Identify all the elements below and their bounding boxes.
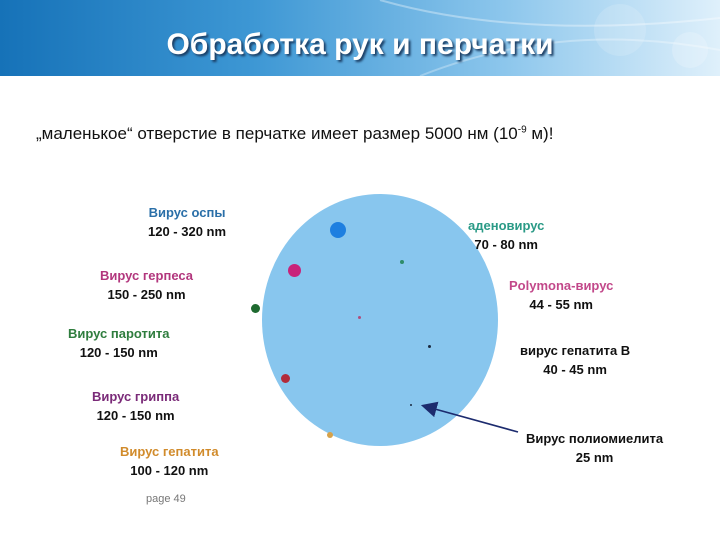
virus-size: 44 - 55 nm — [529, 297, 593, 312]
virus-name: Вирус гепатита — [120, 444, 219, 459]
virus-name: аденовирус — [468, 218, 545, 233]
virus-size: 70 - 80 nm — [474, 237, 538, 252]
virus-size: 120 - 150 nm — [96, 408, 175, 423]
hepatitis-dot — [327, 432, 333, 438]
virus-name: Вирус оспы — [148, 205, 226, 220]
glove-hole-circle — [262, 194, 498, 446]
subtitle: „маленькое“ отверстие в перчатке имеет р… — [36, 124, 553, 144]
herpes-dot — [288, 264, 301, 277]
mumps-dot — [251, 304, 260, 313]
virus-name: Вирус гриппа — [92, 389, 180, 404]
smallpox-dot — [330, 222, 346, 238]
virus-size: 120 - 150 nm — [79, 345, 158, 360]
page-number: page 49 — [146, 493, 186, 505]
label-flu: Вирус гриппа 120 - 150 nm — [92, 389, 179, 423]
flu-dot — [281, 374, 290, 383]
virus-name: Вирус паротита — [68, 326, 170, 341]
virus-size: 120 - 320 nm — [148, 224, 227, 239]
label-mumps: Вирус паротита 120 - 150 nm — [68, 326, 170, 360]
subtitle-exponent: -9 — [517, 124, 527, 136]
slide-header: Обработка рук и перчатки — [0, 0, 720, 76]
label-polyoma: Polymona-вирус 44 - 55 nm — [509, 278, 613, 312]
adeno-dot — [400, 260, 404, 264]
label-hepatitis: Вирус гепатита 100 - 120 nm — [120, 444, 219, 478]
subtitle-text: „маленькое“ отверстие в перчатке имеет р… — [36, 124, 518, 143]
label-hepatitis-b: вирус гепатита В 40 - 45 nm — [520, 343, 630, 377]
virus-name: Polymona-вирус — [509, 278, 614, 293]
label-smallpox: Вирус оспы 120 - 320 nm — [148, 205, 226, 239]
virus-name: вирус гепатита В — [520, 343, 631, 358]
virus-size: 150 - 250 nm — [107, 287, 186, 302]
virus-size: 25 nm — [575, 450, 614, 465]
polyoma-dot — [358, 316, 361, 319]
header-decoration — [379, 0, 720, 76]
subtitle-end: м)! — [526, 124, 554, 143]
virus-name: Вирус герпеса — [100, 268, 194, 283]
virus-size: 40 - 45 nm — [543, 362, 607, 377]
hepatitis-b-dot — [428, 345, 431, 348]
polio-dot — [410, 404, 412, 406]
label-adeno: аденовирус 70 - 80 nm — [468, 218, 544, 252]
virus-name: Вирус полиомиелита — [526, 431, 664, 446]
label-herpes: Вирус герпеса 150 - 250 nm — [100, 268, 193, 302]
label-polio: Вирус полиомиелита 25 nm — [526, 431, 663, 465]
virus-size: 100 - 120 nm — [130, 463, 209, 478]
page-title: Обработка рук и перчатки — [166, 28, 554, 61]
